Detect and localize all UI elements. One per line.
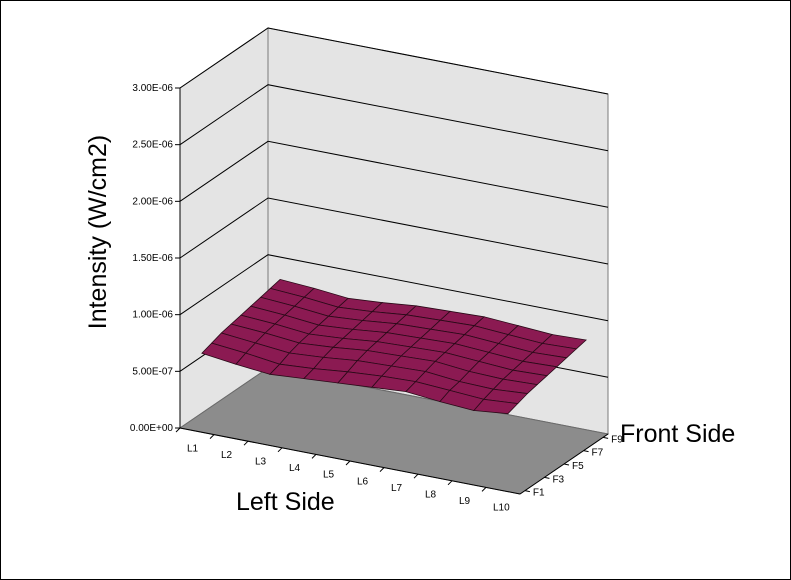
z-tick-label: 2.50E-06 (132, 140, 173, 151)
x-tick-mark (311, 454, 317, 459)
surface-cell (473, 398, 519, 415)
y-tick-label: F3 (552, 474, 564, 485)
y-tick-label: F1 (533, 488, 545, 499)
x-tick-mark (209, 434, 215, 439)
x-tick-label: L9 (459, 496, 471, 507)
y-tick-mark (563, 463, 570, 466)
z-tick-label: 0.00E+00 (130, 423, 174, 434)
y-tick-mark (603, 436, 609, 439)
x-axis-title: Left Side (236, 488, 335, 516)
z-tick-label: 1.00E-06 (132, 310, 173, 321)
x-tick-label: L10 (493, 503, 510, 514)
gridline (179, 254, 609, 322)
z-tick-label: 3.00E-06 (132, 83, 173, 94)
x-tick-label: L4 (289, 463, 301, 474)
y-tick-mark (544, 476, 550, 479)
x-tick-mark (345, 460, 351, 466)
y-axis-ticks: F1 F3 F5 F7 F9 (524, 434, 623, 499)
y-axis-title: Front Side (620, 420, 735, 448)
x-tick-mark (379, 467, 385, 472)
x-axis-ticks: L1 L2 L3 L4 L5 L6 L7 L8 L9 L10 (175, 427, 510, 514)
x-tick-mark (413, 473, 419, 479)
gridline (179, 27, 609, 95)
z-tick-label: 5.00E-07 (132, 366, 173, 377)
y-tick-label: F7 (592, 448, 604, 459)
x-tick-label: L8 (425, 490, 437, 501)
y-tick-mark (583, 450, 589, 453)
x-tick-label: L6 (357, 476, 369, 487)
surface-mesh (201, 278, 587, 415)
x-tick-label: L7 (391, 483, 403, 494)
z-tick-label: 2.00E-06 (132, 196, 173, 207)
x-tick-label: L3 (255, 457, 267, 468)
z-axis-ticks: 0.00E+00 5.00E-07 1.00E-06 1.50E-06 2.00E-06… (130, 83, 181, 434)
gridline (179, 140, 609, 208)
gridline (179, 197, 609, 265)
x-tick-mark (277, 447, 283, 453)
z-tick-label: 1.50E-06 (132, 253, 173, 264)
y-tick-label: F5 (572, 461, 584, 472)
z-axis-title: Intensity (W/cm2) (84, 135, 112, 329)
y-tick-label: F9 (611, 434, 623, 445)
x-tick-mark (481, 487, 487, 492)
x-tick-mark (175, 427, 181, 433)
gridline (179, 84, 609, 152)
x-tick-mark (243, 440, 249, 446)
x-tick-label: L5 (323, 470, 335, 481)
x-tick-label: L1 (187, 443, 199, 454)
x-tick-mark (447, 480, 453, 486)
x-tick-label: L2 (221, 450, 233, 461)
y-tick-mark (524, 490, 530, 493)
